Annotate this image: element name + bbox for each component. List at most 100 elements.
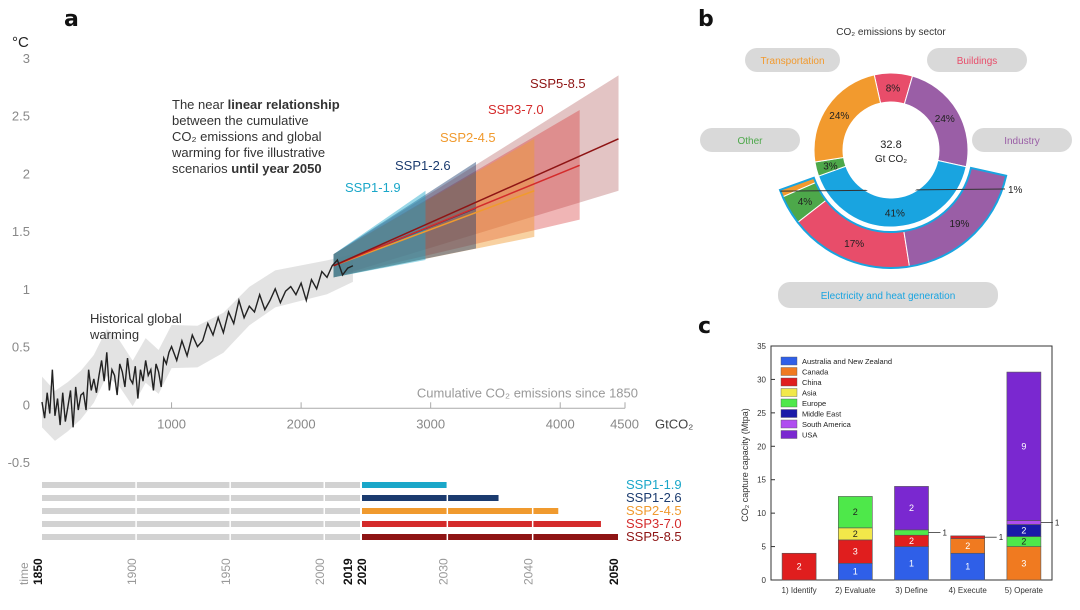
x-category-label: 5) Operate (1005, 586, 1044, 595)
donut-slice-label: 3% (823, 162, 838, 173)
panel-label-c: c (698, 314, 711, 339)
sector-pill (972, 128, 1072, 152)
scenario-band-ssp126 (333, 161, 477, 278)
historical-label-2: warming (89, 327, 139, 342)
segment-value-label: 1 (909, 558, 914, 568)
segment-callout-label: 1 (943, 529, 948, 538)
legend-swatch (780, 398, 798, 408)
timeline-year-label: 2030 (436, 558, 450, 585)
y-tick-label: 1.5 (12, 224, 30, 239)
donut-hole (844, 103, 938, 197)
timeline-scenario-label: SSP3-7.0 (626, 516, 682, 531)
scenario-band-ssp370 (333, 109, 580, 278)
y-tick-label: 0 (23, 397, 30, 412)
breakdown-slice-label: 4% (798, 197, 813, 208)
x-tick-label: 4500 (610, 416, 639, 431)
scenario-label: SSP2-4.5 (440, 130, 496, 145)
donut-slice-label: 8% (886, 84, 901, 95)
donut-center-unit: Gt CO₂ (875, 154, 907, 165)
segment-value-label: 2 (853, 507, 858, 517)
historical-line (41, 258, 354, 428)
timeline-year-label: 2019 (341, 558, 355, 585)
annotation-bold: linear relationship (228, 97, 340, 112)
legend-swatch (780, 377, 798, 387)
timeline-history-bar (42, 521, 360, 527)
y-tick-label: 25 (757, 409, 766, 418)
x-axis-unit: GtCO₂ (655, 416, 693, 431)
timeline-history-bar (42, 495, 360, 501)
annotation-text: scenarios (172, 161, 231, 176)
annotation-line-1: The near linear relationship (172, 97, 340, 112)
y-tick-label: 1 (23, 282, 30, 297)
y-tick-label: 2.5 (12, 109, 30, 124)
timeline-year-label: 1850 (31, 558, 45, 585)
timeline-year-label: 2040 (522, 558, 536, 585)
timeline-history-bar (42, 508, 360, 514)
sector-pill (745, 48, 840, 72)
timeline-axis-title: time (17, 562, 31, 585)
timeline-scenario-label: SSP5-8.5 (626, 529, 682, 544)
legend-swatch (780, 388, 798, 397)
timeline-history-bar (42, 534, 360, 540)
timeline-year-label: 1900 (125, 558, 139, 585)
timeline-scenario-bar (362, 521, 601, 527)
annotation-text: The near (172, 97, 228, 112)
scenario-band-ssp585 (333, 75, 619, 278)
stacked-bar-segment (1006, 371, 1042, 521)
legend-label: Canada (802, 368, 829, 377)
segment-value-label: 2 (909, 536, 914, 546)
legend-swatch (780, 367, 798, 376)
donut-slice-label: 24% (829, 111, 849, 122)
timeline-scenario-bar (362, 534, 618, 540)
y-tick-label: 0 (762, 576, 767, 585)
x-tick-label: 1000 (157, 416, 186, 431)
scenario-line (333, 138, 619, 267)
x-category-label: 1) Identify (782, 586, 817, 595)
y-tick-label: 3 (23, 51, 30, 66)
segment-value-label: 1 (965, 562, 970, 572)
x-category-label: 4) Execute (949, 586, 988, 595)
x-category-label: 2) Evaluate (835, 586, 876, 595)
stacked-bar-segment (1006, 546, 1042, 581)
x-tick-label: 2000 (287, 416, 316, 431)
sector-pill (778, 282, 998, 308)
y-tick-label: 35 (757, 342, 766, 351)
legend-label: USA (802, 431, 817, 440)
sector-pill (700, 128, 800, 152)
callout-label: 1% (1008, 185, 1023, 196)
warming-chart: °C3 2.5 2 1.5 1 0.5 0 -0.5 1000 2000 3000 4000 4500 G… (8, 34, 694, 470)
timeline-history-bar (42, 482, 360, 488)
annotation-line-4: warming for five illustrative (171, 145, 325, 160)
legend-label: Europe (802, 399, 826, 408)
timeline-year-label: 1950 (219, 558, 233, 585)
segment-value-label: 2 (965, 541, 970, 551)
donut-slice-label: 41% (885, 208, 905, 219)
timeline-scenario-bar (362, 482, 448, 488)
y-tick-label: 20 (757, 442, 766, 451)
stacked-bar-segment (950, 552, 986, 581)
breakdown-outline (778, 166, 1008, 269)
y-tick-label: 2 (23, 166, 30, 181)
x-tick-label: 3000 (416, 416, 445, 431)
timeline-scenario-label: SSP1-1.9 (626, 477, 682, 492)
stacked-bar-segment (781, 552, 817, 581)
y-tick-label: 0.5 (12, 340, 30, 355)
timeline-year-label: 2020 (355, 558, 369, 585)
timeline-scenario-bar (362, 495, 499, 501)
timeline-year-label: 2000 (313, 558, 327, 585)
stacked-bar-segment (894, 529, 929, 536)
scenario-label: SSP5-8.5 (530, 76, 586, 91)
legend-label: Asia (802, 389, 817, 398)
timeline-year-label: 2050 (607, 558, 621, 585)
segment-value-label: 2 (797, 562, 802, 572)
donut-slice (813, 74, 882, 163)
stacked-bar-segment (894, 546, 929, 581)
scenario-label: SSP1-2.6 (395, 158, 451, 173)
legend-swatch (780, 409, 798, 418)
legend-label: China (802, 378, 822, 387)
y-axis-unit: °C (12, 34, 29, 51)
segment-value-label: 2 (853, 529, 858, 539)
sector-label: Industry (1004, 136, 1040, 147)
historical-label-1: Historical global (90, 311, 182, 326)
